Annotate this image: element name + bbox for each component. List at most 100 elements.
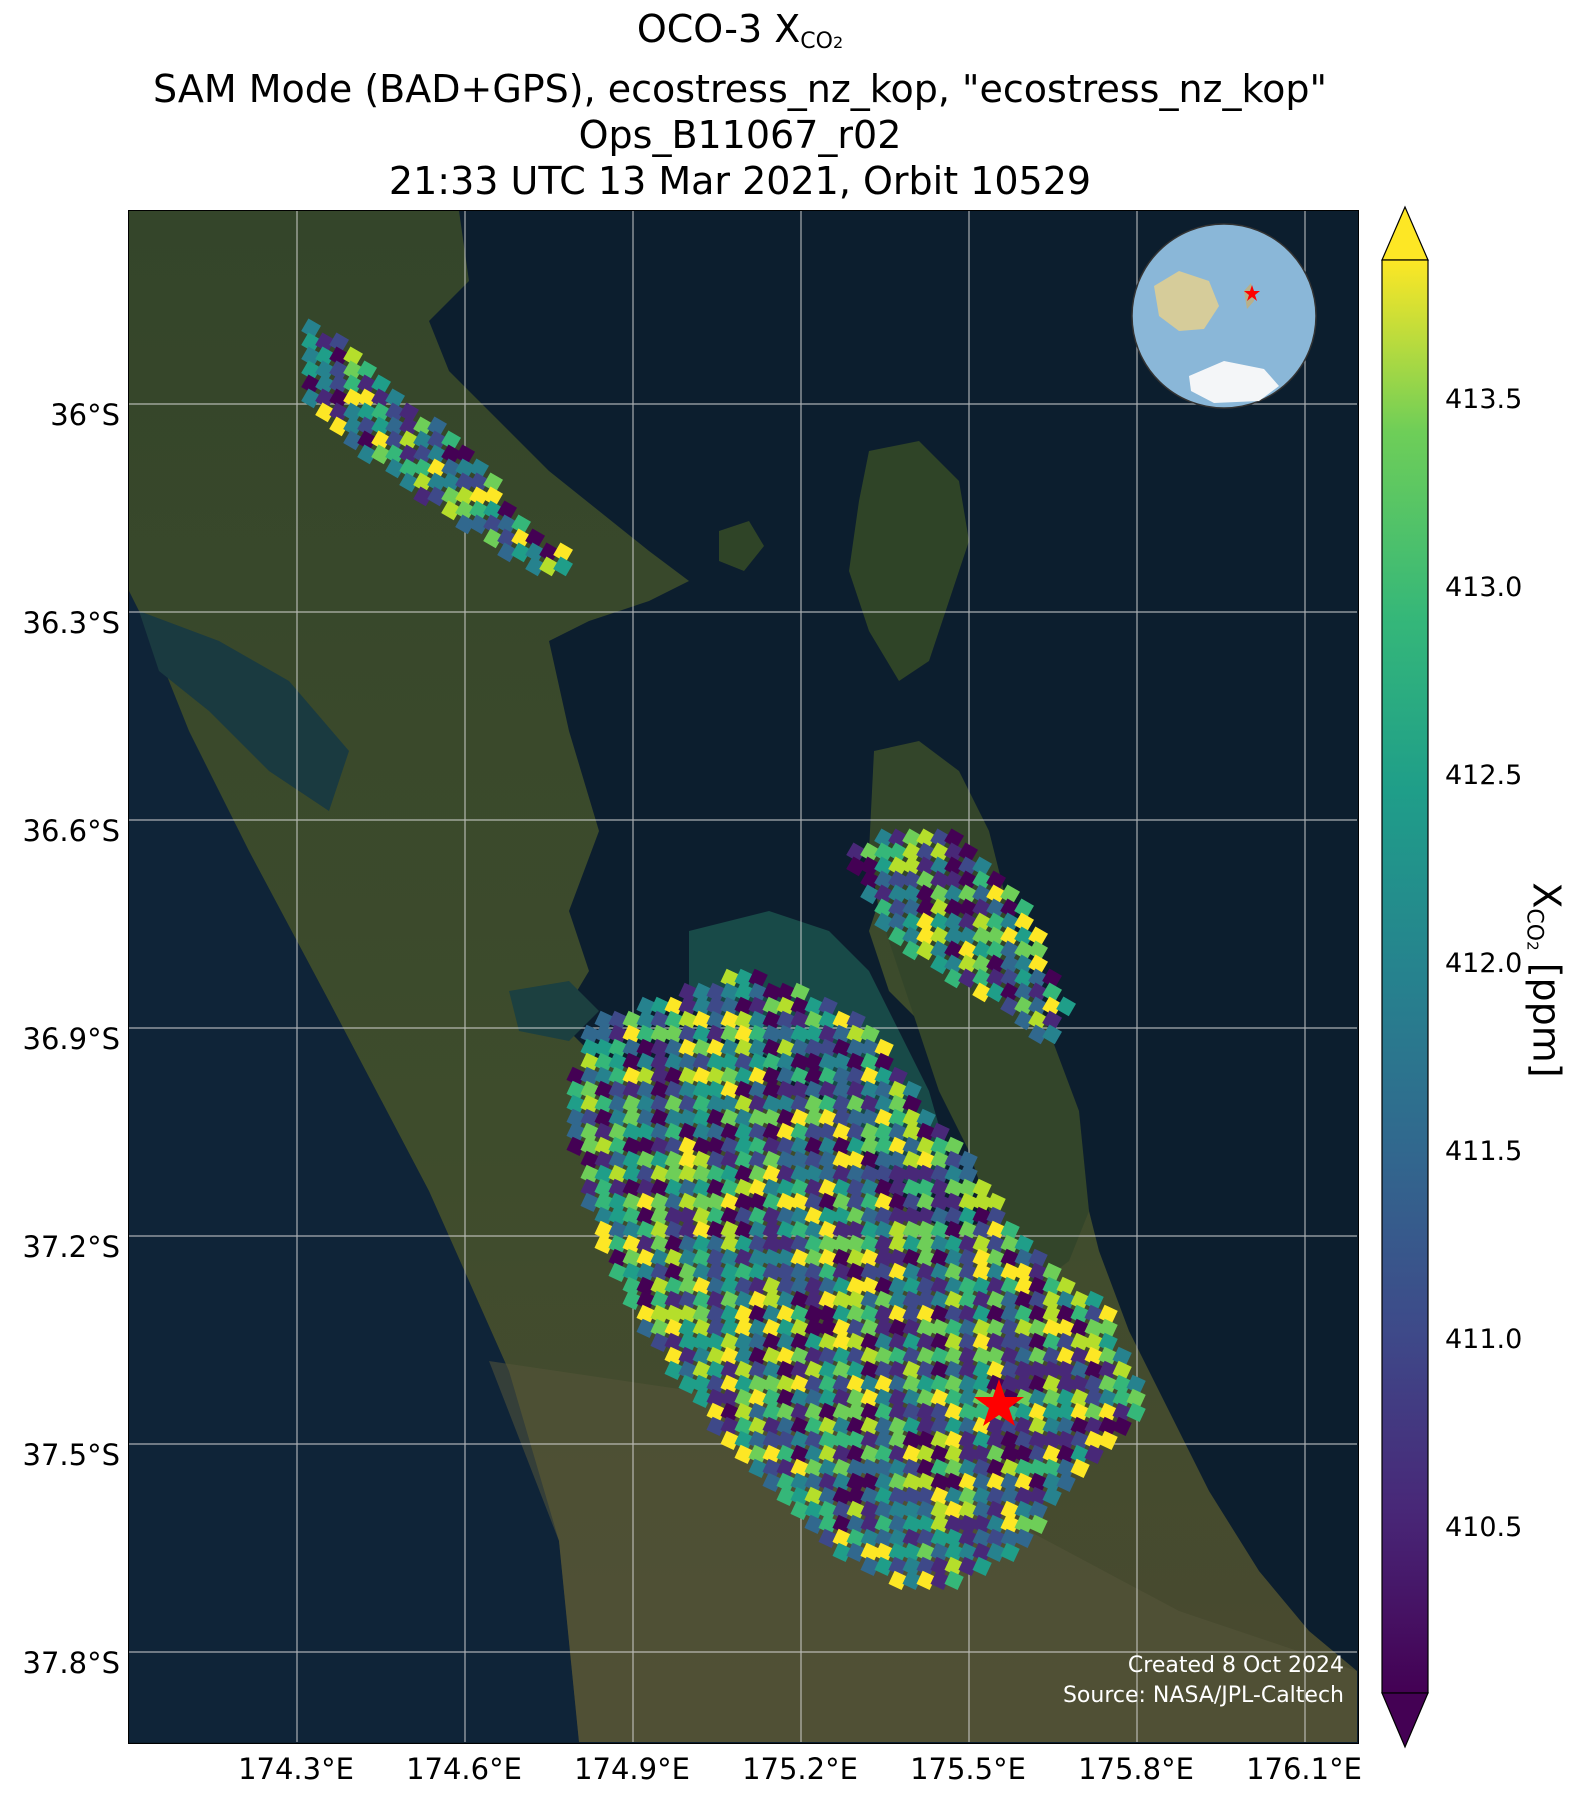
swath-cell-south	[832, 1528, 852, 1548]
swath-cell-north	[497, 542, 517, 563]
swath-cell-south	[664, 1304, 684, 1324]
swath-cell-south	[916, 1416, 936, 1436]
swath-cell-north	[469, 458, 489, 479]
swath-cell-north	[343, 388, 363, 409]
swath-cell-south	[650, 1122, 670, 1142]
swath-cell-south	[930, 1122, 950, 1142]
swath-cell-south	[650, 1248, 670, 1268]
swath-cell-south	[846, 1388, 866, 1408]
swath-cell-south	[790, 1206, 810, 1226]
swath-cell-north	[413, 430, 433, 451]
swath-cell-coromandel	[874, 842, 894, 863]
swath-cell-south	[1084, 1346, 1104, 1366]
swath-cell-south	[874, 1486, 894, 1506]
swath-cell-south	[706, 1248, 726, 1268]
swath-cell-south	[874, 1430, 894, 1450]
swath-cell-south	[790, 1444, 810, 1464]
swath-cell-south	[916, 1150, 936, 1170]
swath-cell-south	[734, 1080, 754, 1100]
swath-cell-south	[832, 1178, 852, 1198]
swath-cell-south	[650, 1094, 670, 1114]
swath-cell-south	[734, 1346, 754, 1366]
colorbar-gradient	[1381, 259, 1429, 1694]
swath-cell-south	[1126, 1388, 1146, 1408]
swath-cell-south	[692, 996, 712, 1016]
swath-cell-south	[580, 1178, 600, 1198]
swath-cell-south	[874, 1402, 894, 1422]
swath-cell-south	[958, 1150, 978, 1170]
swath-cell-south	[888, 1164, 908, 1184]
swath-cell-north	[539, 542, 559, 563]
title-line-1: OCO-3 XCO2	[636, 7, 844, 54]
swath-cell-south	[818, 1150, 838, 1170]
swath-cell-coromandel	[888, 842, 908, 863]
swath-cell-south	[804, 1220, 824, 1240]
swath-cell-north	[455, 458, 475, 479]
swath-cell-south	[790, 1472, 810, 1492]
swath-cell-south	[762, 1248, 782, 1268]
swath-cell-south	[930, 1248, 950, 1268]
swath-cell-coromandel	[888, 870, 908, 891]
swath-cell-south	[1000, 1528, 1020, 1548]
swath-cell-south	[1042, 1262, 1062, 1282]
swath-cell-north	[413, 416, 433, 437]
swath-cell-south	[1000, 1290, 1020, 1310]
swath-cell-south	[958, 1556, 978, 1576]
swath-cell-coromandel	[888, 898, 908, 919]
swath-cell-south	[846, 1108, 866, 1128]
swath-cell-south	[706, 1402, 726, 1422]
swath-cell-south	[1070, 1332, 1090, 1352]
swath-cell-coromandel	[944, 968, 964, 989]
swath-cell-south	[930, 1486, 950, 1506]
swath-cell-north	[357, 360, 377, 381]
swath-cell-coromandel	[916, 940, 936, 961]
swath-cell-south	[972, 1206, 992, 1226]
swath-cell-south	[916, 1556, 936, 1576]
swath-cell-south	[762, 1122, 782, 1142]
swath-cell-south	[902, 1458, 922, 1478]
swath-cell-south	[944, 1206, 964, 1226]
swath-cell-south	[986, 1346, 1006, 1366]
swath-cell-south	[692, 1150, 712, 1170]
swath-cell-south	[1098, 1360, 1118, 1380]
swath-cell-north	[455, 486, 475, 507]
swath-cell-coromandel	[1042, 982, 1062, 1003]
swath-cell-coromandel	[888, 912, 908, 933]
swath-cell-south	[692, 1164, 712, 1184]
swath-cell-south	[902, 1122, 922, 1142]
swath-cell-south	[902, 1206, 922, 1226]
swath-cell-south	[720, 1318, 740, 1338]
swath-cell-south	[902, 1374, 922, 1394]
swath-cell-south	[874, 1290, 894, 1310]
swath-cell-south	[580, 1150, 600, 1170]
swath-cell-south	[580, 1038, 600, 1058]
swath-cell-south	[748, 1276, 768, 1296]
swath-cell-north	[455, 472, 475, 493]
swath-cell-south	[776, 1416, 796, 1436]
swath-cell-south	[874, 1136, 894, 1156]
swath-cell-south	[636, 1290, 656, 1310]
swath-cell-south	[902, 1360, 922, 1380]
swath-cell-south	[1084, 1444, 1104, 1464]
swath-cell-south	[748, 1248, 768, 1268]
swath-cell-south	[622, 1206, 642, 1226]
swath-cell-south	[944, 1430, 964, 1450]
swath-cell-coromandel	[916, 926, 936, 947]
swath-cell-south	[650, 1010, 670, 1030]
swath-cell-south	[804, 1458, 824, 1478]
swath-cell-south	[776, 1346, 796, 1366]
swath-cell-south	[748, 1374, 768, 1394]
swath-cell-south	[776, 1080, 796, 1100]
swath-cell-south	[944, 1332, 964, 1352]
swath-cell-south	[804, 1052, 824, 1072]
swath-cell-south	[930, 1164, 950, 1184]
swath-cell-south	[846, 1332, 866, 1352]
swath-cell-south	[608, 1150, 628, 1170]
swath-cell-south	[846, 1416, 866, 1436]
swath-cell-north	[385, 458, 405, 479]
swath-cell-south	[874, 1066, 894, 1086]
swath-cell-south	[902, 1346, 922, 1366]
swath-cell-north	[413, 472, 433, 493]
swath-cell-south	[1112, 1388, 1132, 1408]
swath-cell-coromandel	[1028, 1010, 1048, 1031]
